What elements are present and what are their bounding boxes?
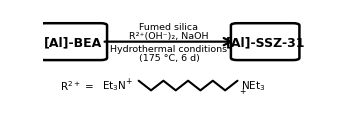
Text: [Al]-SSZ-31: [Al]-SSZ-31	[225, 36, 305, 49]
FancyBboxPatch shape	[38, 24, 107, 61]
FancyBboxPatch shape	[231, 24, 300, 61]
Text: Et$_3$N: Et$_3$N	[102, 79, 127, 93]
Text: Hydrothermal conditions: Hydrothermal conditions	[110, 44, 227, 53]
Text: R²⁺(OH⁻)₂, NaOH: R²⁺(OH⁻)₂, NaOH	[129, 32, 209, 41]
Text: Fumed silica: Fumed silica	[139, 23, 199, 32]
Text: +: +	[125, 77, 131, 85]
Text: [Al]-BEA: [Al]-BEA	[44, 36, 102, 49]
Text: +: +	[240, 86, 246, 95]
Text: R$^{2+}$ =: R$^{2+}$ =	[60, 79, 94, 93]
Text: (175 °C, 6 d): (175 °C, 6 d)	[138, 53, 200, 62]
Text: NEt$_3$: NEt$_3$	[241, 79, 266, 93]
